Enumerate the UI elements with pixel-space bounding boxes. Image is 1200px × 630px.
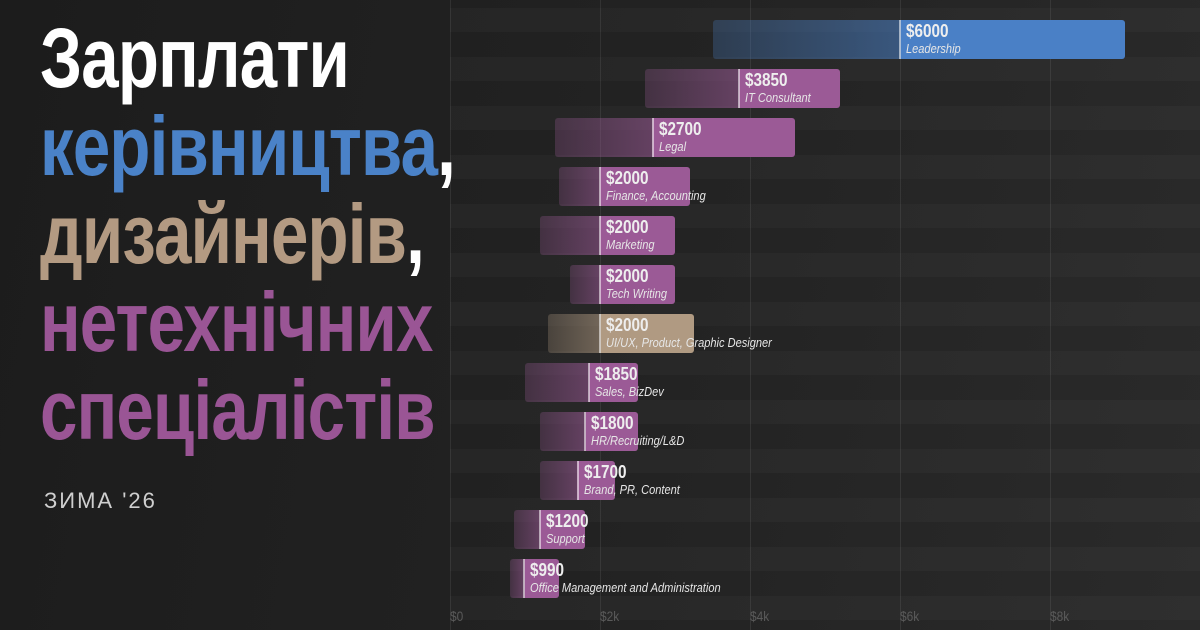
row-stripe — [450, 596, 1200, 620]
median-value: $2700 — [658, 119, 702, 139]
title-line-designers: дизайнерів, — [40, 190, 455, 278]
range-bar — [525, 363, 638, 402]
median-marker — [539, 510, 541, 549]
range-bar — [540, 412, 638, 451]
title-word-designers: дизайнерів — [40, 187, 407, 281]
gridline — [900, 0, 901, 630]
median-value: $6000 — [906, 21, 949, 41]
median-marker — [523, 559, 526, 598]
median-value: $1850 — [594, 364, 638, 384]
range-bar — [558, 167, 690, 206]
range-bar — [510, 559, 559, 598]
median-value: $990 — [530, 560, 565, 580]
page-title: Зарплати керівництва, дизайнерів, нетехн… — [40, 14, 559, 454]
title-comma: , — [437, 99, 456, 193]
category-label: Legal — [658, 139, 686, 154]
x-tick-label: $2k — [600, 608, 620, 624]
title-word-leadership: керівництва — [40, 99, 438, 193]
range-bar — [570, 265, 675, 304]
category-label: UI/UX, Product, Graphic Designer — [606, 335, 772, 350]
title-line-leadership: керівництва, — [40, 99, 456, 193]
title-comma: , — [406, 187, 425, 281]
median-value: $2000 — [606, 168, 649, 188]
median-value: $1700 — [583, 462, 627, 482]
median-marker — [899, 20, 901, 59]
bar-label: $3850 IT Consultant — [745, 70, 811, 106]
bar-label: $2000 Tech Writing — [606, 266, 667, 302]
category-label: Office Management and Administration — [530, 580, 721, 595]
category-label: Brand, PR, Content — [583, 482, 680, 497]
x-tick-label: $6k — [900, 608, 920, 624]
median-value: $1800 — [591, 413, 634, 433]
median-marker — [599, 216, 601, 255]
title-line-salaries: Зарплати — [40, 11, 350, 105]
range-bar — [513, 510, 585, 549]
category-label: HR/Recruiting/L&D — [591, 433, 685, 448]
category-label: Leadership — [906, 41, 961, 56]
bar-label: $1200 Support — [546, 511, 589, 547]
category-label: Marketing — [606, 237, 655, 252]
bar-label: $2000 UI/UX, Product, Graphic Designer — [606, 315, 772, 351]
range-bar — [712, 20, 1125, 59]
bar-label: $2700 Legal — [659, 119, 702, 155]
median-value: $1200 — [546, 511, 589, 531]
bar-label: $6000 Leadership — [906, 21, 961, 57]
gridline — [450, 0, 451, 630]
bar-label: $2000 Finance, Accounting — [606, 168, 706, 204]
median-marker — [599, 314, 601, 353]
median-value: $3850 — [744, 70, 788, 90]
bar-label: $1700 Brand, PR, Content — [584, 462, 680, 498]
gridline — [1050, 0, 1051, 630]
x-tick-label: $8k — [1050, 608, 1070, 624]
bar-label: $990 Office Management and Administration — [530, 560, 721, 596]
median-marker — [599, 167, 601, 206]
median-value: $2000 — [606, 217, 649, 237]
x-tick-label: $0 — [450, 608, 464, 624]
range-bar — [540, 216, 675, 255]
category-label: IT Consultant — [744, 90, 811, 105]
range-bar — [645, 69, 840, 108]
median-marker — [651, 118, 654, 157]
median-value: $2000 — [606, 266, 649, 286]
median-marker — [587, 363, 590, 402]
median-value: $2000 — [606, 315, 649, 335]
title-line-specialists: спеціалістів — [40, 363, 436, 457]
category-label: Sales, BizDev — [594, 384, 664, 399]
category-label: Support — [546, 531, 585, 546]
subtitle-season: ЗИМА '26 — [44, 488, 157, 513]
median-marker — [599, 265, 601, 304]
range-bar — [547, 314, 694, 353]
category-label: Tech Writing — [606, 286, 668, 301]
x-tick-label: $4k — [750, 608, 770, 624]
title-line-nontech: нетехнічних — [40, 275, 433, 369]
median-marker — [576, 461, 579, 500]
median-marker — [737, 69, 740, 108]
median-marker — [584, 412, 586, 451]
bar-label: $1800 HR/Recruiting/L&D — [591, 413, 684, 449]
bar-label: $1850 Sales, BizDev — [595, 364, 664, 400]
row-stripe — [450, 253, 1200, 277]
gridline — [750, 0, 751, 630]
bar-label: $2000 Marketing — [606, 217, 655, 253]
category-label: Finance, Accounting — [606, 188, 706, 203]
range-bar — [555, 118, 795, 157]
